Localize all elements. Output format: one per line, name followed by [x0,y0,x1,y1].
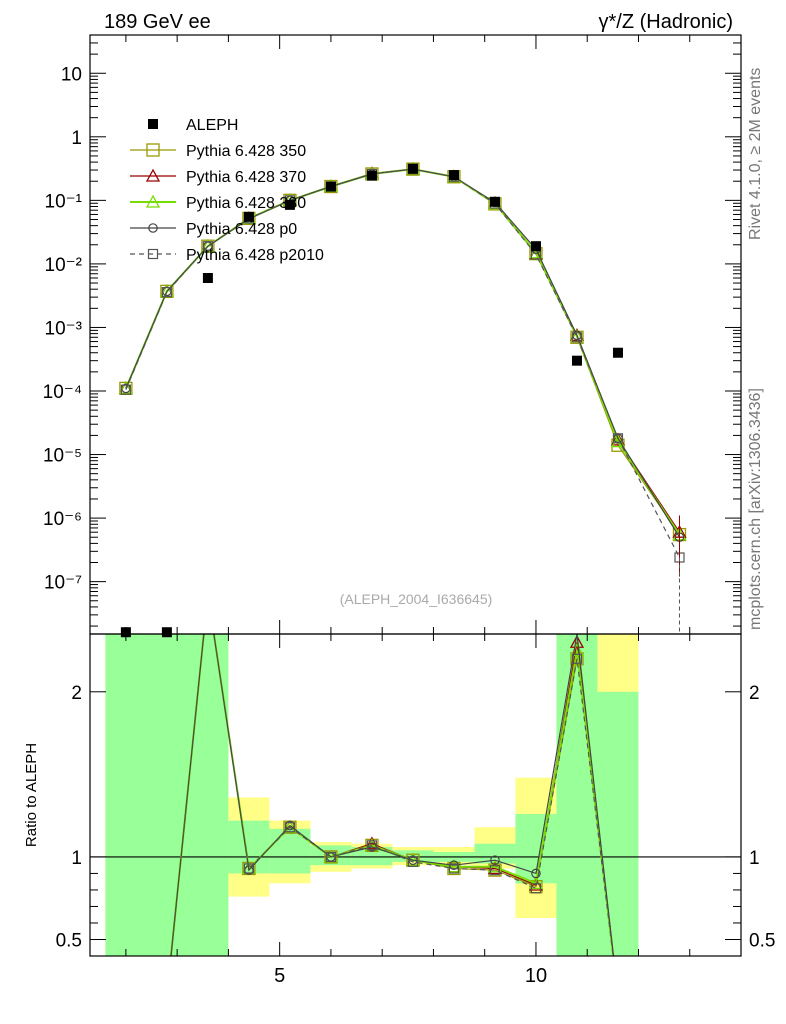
ratio-point-3 [490,855,500,866]
series-point-4 [120,384,131,395]
title-right: γ*/Z (Hadronic) [599,11,733,33]
ratio-point-1 [364,836,380,850]
series-line-4 [125,168,681,558]
ratio-point-4 [325,851,337,863]
aleph-point [284,199,295,210]
aleph-point [489,196,500,207]
y-tick-label: 10⁻³ [45,318,83,339]
aleph-point [530,241,541,252]
band-inner [351,847,393,866]
x-tick-label: 5 [274,965,285,987]
legend-label-aleph: ALEPH [186,117,238,134]
aleph-point [366,170,377,181]
y-tick-label: 10⁻⁵ [43,446,82,467]
ratio-point-4 [407,856,419,867]
aleph-point [571,355,582,366]
series-point-4 [202,241,213,252]
ratio-line-4 [170,634,614,956]
legend-marker-0 [146,143,160,157]
ratio-point-1 [569,634,585,648]
series-point-1 [610,432,626,446]
ratio-point-4 [284,822,296,833]
y-tick-label: 10⁻⁴ [43,382,82,403]
y-tick-label: 1 [71,128,82,149]
legend-marker-3 [148,223,158,233]
legend-marker-4 [147,248,159,260]
plot-frames [89,34,742,957]
legend-label-2: Pythia 6.428 380 [186,195,306,212]
ratio-y-tick-label: 1 [71,848,82,869]
ratio-point-4 [243,863,255,874]
ratio-y-tick-label: 2 [71,683,82,704]
ratio-point-4 [366,840,378,851]
axis-ticks: 5 10 10 1 10⁻¹ 10⁻² 10⁻³ 10⁻⁴ 10⁻⁵ 10⁻⁶ 10⁻⁷ 0.5 0.5… [43,34,775,987]
ratio-point-1 [528,877,544,891]
aleph-point [202,273,213,284]
band-inner [269,828,311,874]
x-tick-label: 10 [525,965,547,987]
ratio-point-4 [448,863,460,874]
series-point-4 [161,286,172,298]
aleph-point [612,347,623,358]
ratio-point-0 [447,861,461,876]
aleph-point [407,163,418,174]
ratio-y-tick-label-right: 2 [749,683,760,704]
aleph-point [448,170,459,181]
ratio-y-axis-label: Ratio to ALEPH [23,743,40,847]
ratio-y-tick-label-right: 0.5 [749,930,775,951]
y-tick-label: 10⁻² [45,255,83,276]
ratio-plot-frame [89,633,742,957]
side-text-mcplots: mcplots.cern.ch [arXiv:1306.3436] [747,388,764,630]
side-text-rivet: Rivet 4.1.0, ≥ 2M events [747,68,764,240]
ratio-point-3 [531,868,541,879]
ratio-point-2 [446,859,462,873]
ratio-y-tick-label-right: 1 [749,848,760,869]
band-inner [474,843,516,864]
analysis-label: (ALEPH_2004_I636645) [340,591,493,607]
ratio-point-4 [530,883,542,894]
series-point-4 [571,332,583,343]
aleph-point [161,627,172,638]
legend-label-3: Pythia 6.428 p0 [186,221,297,238]
ratio-point-4 [571,653,583,664]
band-inner [556,634,598,956]
legend-label-0: Pythia 6.428 350 [186,143,306,160]
band-inner [105,634,229,956]
band-inner [597,691,639,956]
legend-marker-2 [145,194,161,208]
legend-label-4: Pythia 6.428 p2010 [186,247,324,264]
y-tick-label: 10 [61,64,82,85]
y-tick-label: 10⁻¹ [45,191,83,212]
legend-marker-1 [145,168,161,182]
ratio-point-2 [528,875,544,889]
ratio-series-group [169,634,615,956]
legend: ALEPH Pythia 6.428 350 Pythia 6.428 370 Pyt… [130,117,324,264]
ratio-point-2 [487,859,503,873]
legend-marker-aleph [148,119,158,129]
aleph-point [243,211,254,222]
ratio-point-4 [489,865,501,876]
title-left: 189 GeV ee [104,11,211,33]
series-point-4 [612,433,624,444]
legend-label-1: Pythia 6.428 370 [186,169,306,186]
y-tick-label: 10⁻⁷ [44,573,82,594]
aleph-point [325,181,336,192]
series-point-2 [118,381,133,395]
y-tick-label: 10⁻⁶ [43,509,82,530]
ratio-y-tick-label: 0.5 [56,930,82,951]
